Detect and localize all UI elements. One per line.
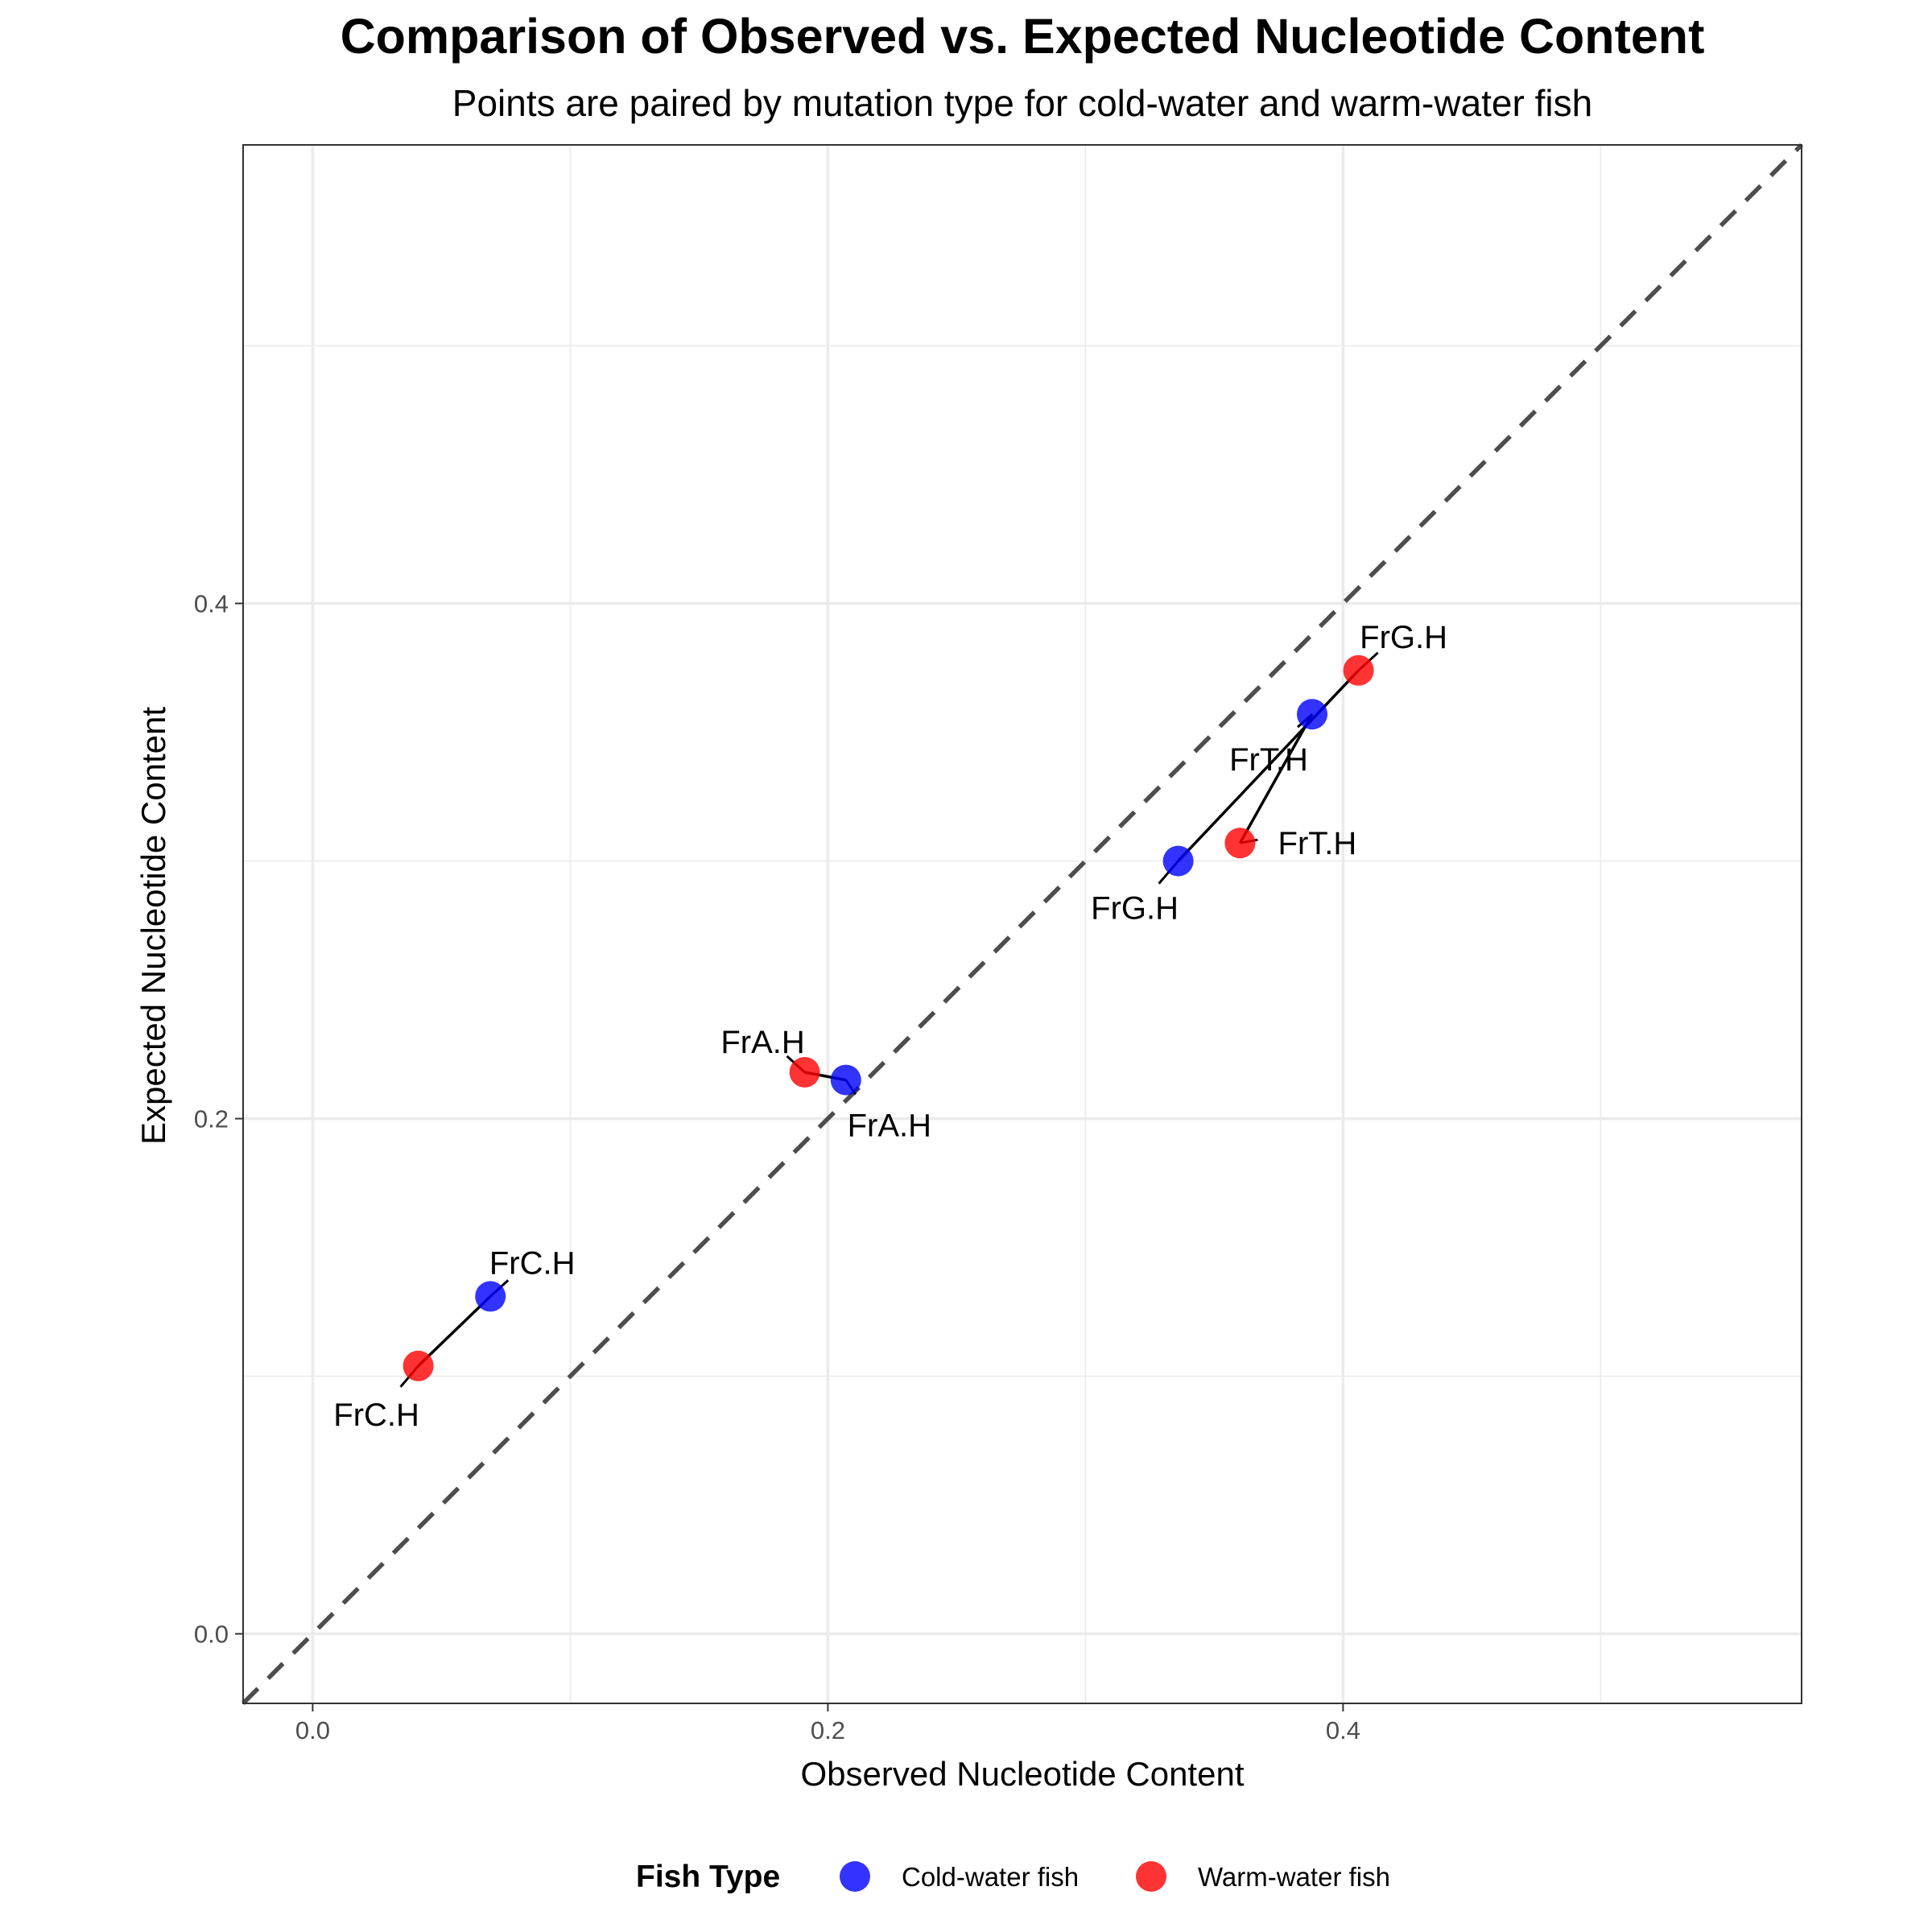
point-labels: FrA.H FrC.H FrG.H FrT.H FrA.H FrC.H FrG.H FrT.H — [333, 620, 1447, 1433]
legend-swatch-warm — [1136, 1861, 1166, 1892]
y-tick-label: 0.4 — [194, 590, 229, 618]
legend-title: Fish Type — [636, 1860, 780, 1894]
grid-lines — [243, 145, 1802, 1703]
x-tick-label: 0.4 — [1326, 1716, 1360, 1744]
pair-segment — [1238, 713, 1314, 844]
pair-segment — [417, 1295, 492, 1368]
chart-subtitle: Points are paired by mutation type for c… — [452, 82, 1592, 124]
data-point — [1297, 699, 1327, 730]
x-tick-label: 0.2 — [811, 1716, 845, 1744]
y-tick-label: 0.2 — [194, 1105, 229, 1133]
y-axis-title: Expected Nucleotide Content — [134, 707, 172, 1145]
point-label: FrG.H — [1360, 620, 1447, 655]
point-label: FrC.H — [489, 1245, 576, 1281]
axis-ticks: 0.0 0.2 0.4 0.0 0.2 0.4 — [194, 590, 1360, 1744]
chart-title: Comparison of Observed vs. Expected Nucl… — [341, 9, 1705, 64]
point-label: FrA.H — [848, 1108, 931, 1144]
point-label: FrC.H — [333, 1397, 419, 1433]
legend-swatch-cold — [840, 1861, 870, 1892]
point-label: FrT.H — [1229, 742, 1308, 778]
plot-border — [242, 144, 1802, 1704]
data-point — [1162, 845, 1194, 877]
data-point — [475, 1281, 506, 1312]
data-point — [1343, 654, 1374, 686]
data-point — [1224, 828, 1256, 859]
pair-segment — [1177, 669, 1360, 862]
legend: Fish Type Cold-water fish Warm-water fis… — [636, 1860, 1390, 1894]
x-tick-label: 0.0 — [295, 1716, 330, 1744]
y-tick-label: 0.0 — [194, 1620, 229, 1649]
reference-line-group — [242, 143, 1803, 1705]
point-label: FrA.H — [720, 1025, 804, 1060]
legend-label-cold: Cold-water fish — [902, 1862, 1079, 1892]
reference-line — [242, 143, 1803, 1705]
point-label: FrT.H — [1278, 826, 1357, 861]
data-points — [402, 654, 1374, 1381]
data-point — [402, 1350, 434, 1381]
legend-label-warm: Warm-water fish — [1198, 1862, 1390, 1892]
x-axis-title: Observed Nucleotide Content — [801, 1755, 1245, 1793]
data-point — [830, 1064, 861, 1096]
point-label: FrG.H — [1091, 891, 1179, 927]
data-point — [789, 1057, 820, 1088]
